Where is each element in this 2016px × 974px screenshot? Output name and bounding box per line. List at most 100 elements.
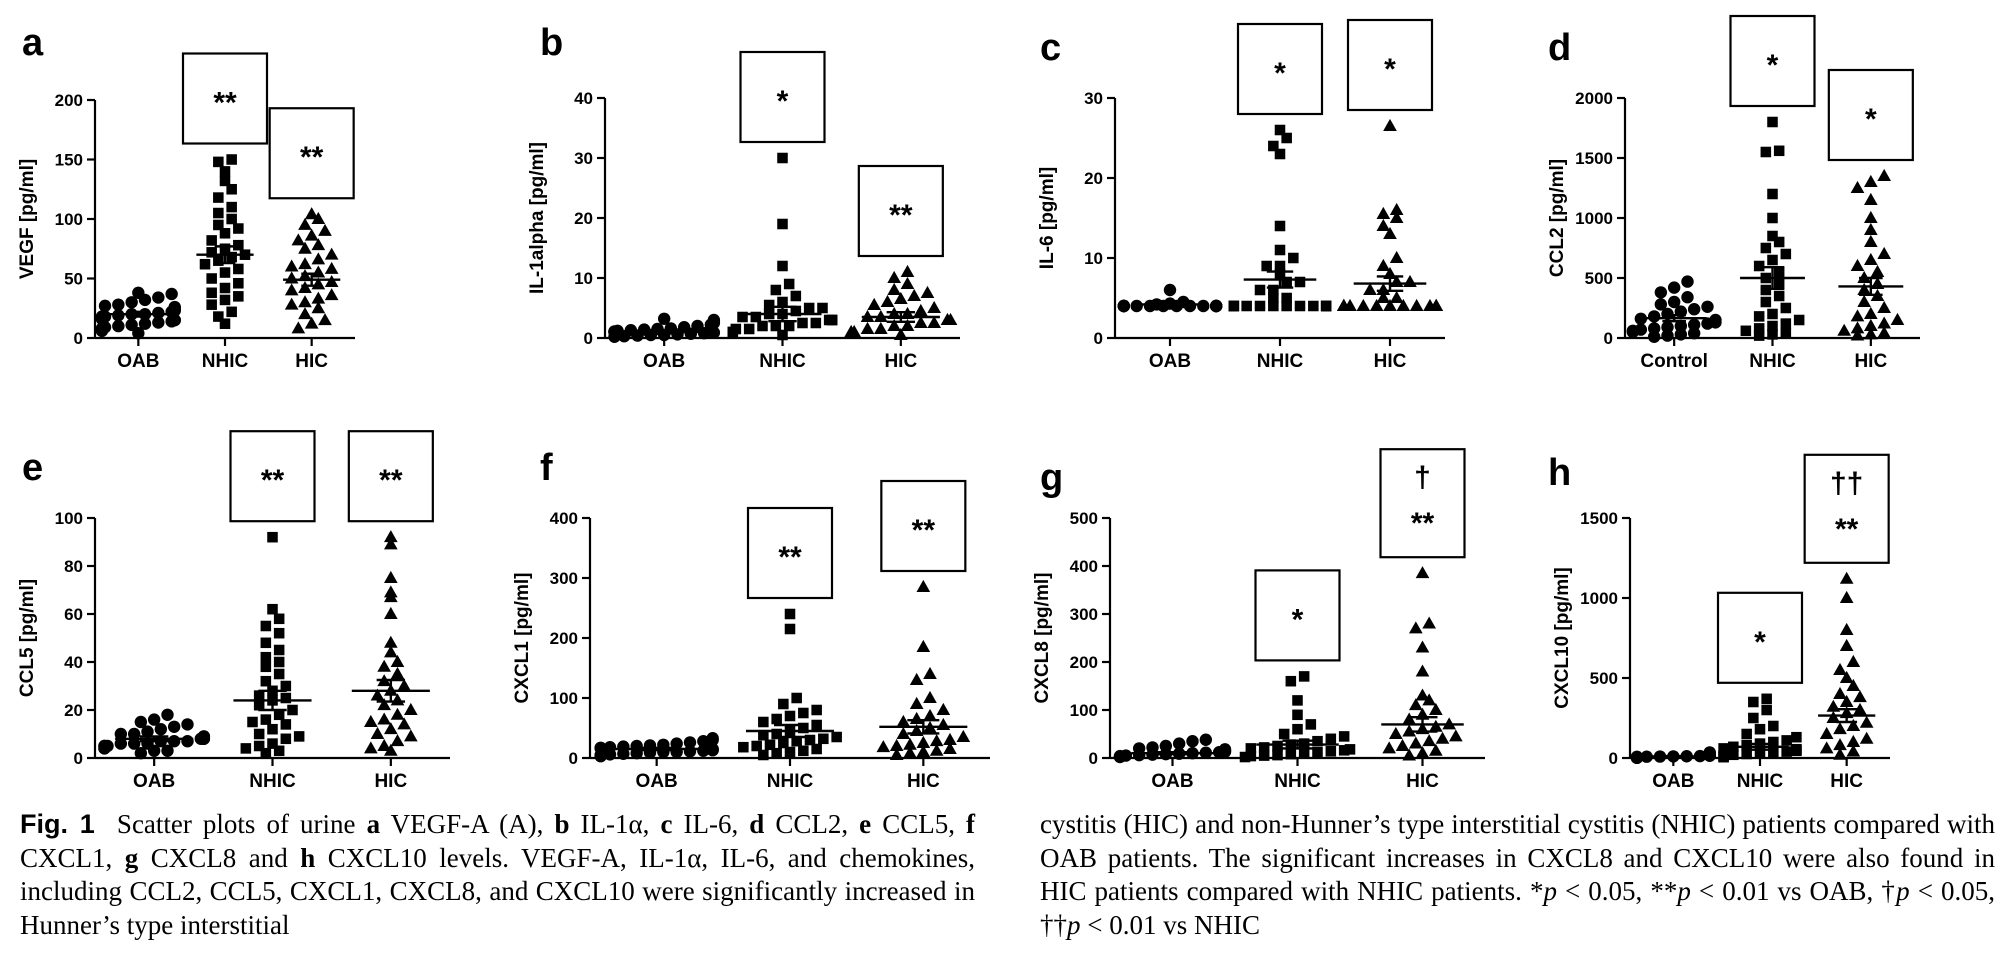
triangle-point [929,734,944,747]
square-point [1748,712,1759,724]
triangle-point [1343,298,1357,311]
circle-point [127,727,141,741]
triangle-point [311,252,326,265]
triangle-point [384,530,398,543]
triangle-point [1877,326,1891,339]
triangle-point [1839,670,1854,683]
triangle-point [1850,321,1865,334]
panel-f: f 0 100 200 300 400 CXCL1 [pg/ml] OAB NHIC HIC ** *… [512,447,990,792]
triangle-point [876,740,891,753]
circle-point [1681,275,1694,288]
triangle-point [298,307,312,320]
square-point [783,320,795,332]
triangle-point [1850,258,1865,271]
triangle-point [916,735,931,748]
square-point [260,651,272,663]
square-point [1767,254,1778,266]
square-point [798,722,809,734]
y-tick-label: 500 [1585,269,1613,288]
caption-fragment: p [1677,876,1691,906]
square-point [273,745,285,757]
significance-frame [1346,18,1434,112]
triangle-point [1402,712,1417,725]
triangle-point [364,714,378,727]
series-hic [876,579,971,760]
square-point [219,294,231,306]
caption-fragment: < 0.05, ** [1556,876,1678,906]
triangle-point [1382,741,1397,754]
triangle-point [1864,234,1878,247]
significance-frame [1254,569,1341,662]
y-tick-label: 400 [1070,557,1098,576]
circle-point [697,327,711,340]
triangle-point [1846,678,1861,691]
y-axis-label: CXCL1 [pg/ml] [512,573,533,704]
square-point [219,175,231,187]
circle-point [1654,286,1668,299]
series-hic [283,207,341,334]
significance-frame [1729,14,1816,108]
series-oab [594,732,719,763]
square-point [287,704,298,716]
circle-point [112,319,125,333]
square-point [253,690,265,701]
y-tick-label: 10 [1084,249,1103,268]
y-tick-label: 150 [55,151,83,170]
square-point [777,296,788,308]
square-point [758,729,769,741]
square-point [1767,329,1778,340]
triangle-point [923,666,937,679]
series-nhic [738,608,842,761]
square-point [280,719,292,730]
caption-fragment: VEGF-A (A), [380,809,555,839]
panel-letter: d [1548,27,1571,69]
triangle-point [364,741,378,754]
square-point [770,320,782,332]
triangle-point [370,688,385,701]
x-tick-label: HIC [295,351,328,372]
square-point [260,661,272,673]
caption-fragment: CXCL10 levels. VEGF-A, IL-1α, IL-6, and … [20,842,975,940]
circle-point [1143,299,1157,313]
y-tick-label: 20 [1084,169,1103,188]
square-point [267,603,278,615]
x-tick-label: HIC [374,771,407,792]
series-nhic [196,154,254,329]
triangle-point [377,659,392,672]
square-point [240,743,252,754]
triangle-point [900,264,915,277]
significance-box: * [1254,569,1341,662]
triangle-point [1435,731,1450,744]
panel-a: a 0 50 100 150 200 VEGF [pg/ml] OAB NHIC HIC ** ** [17,22,355,372]
square-point [804,734,816,746]
square-point [219,228,231,239]
significance-frame [1827,68,1914,162]
circle-point [1130,299,1143,313]
triangle-point [913,303,928,316]
triangle-point [894,291,908,304]
triangle-point [1409,621,1423,634]
circle-point [167,720,181,733]
triangle-point [867,297,882,310]
square-point [226,183,237,195]
square-point [1753,323,1765,334]
square-point [1791,743,1802,755]
series-hic [1381,566,1464,761]
circle-point [617,747,630,760]
square-point [219,267,231,278]
significance-box: † ** [1379,448,1466,559]
circle-point [608,330,621,343]
y-axis-label: CCL2 [pg/ml] [1547,159,1568,277]
caption-fragment: CXCL8 and [138,842,301,873]
y-tick-label: 100 [550,689,578,708]
triangle-point [298,217,312,230]
x-tick-label: HIC [1854,351,1887,372]
square-point [763,299,775,311]
square-point [233,277,244,289]
x-tick-label: OAB [1151,771,1193,792]
x-tick-label: NHIC [1274,771,1321,792]
triangle-point [1877,300,1891,313]
square-point [1728,749,1739,761]
x-tick-label: OAB [117,351,159,372]
triangle-point [1839,590,1854,603]
